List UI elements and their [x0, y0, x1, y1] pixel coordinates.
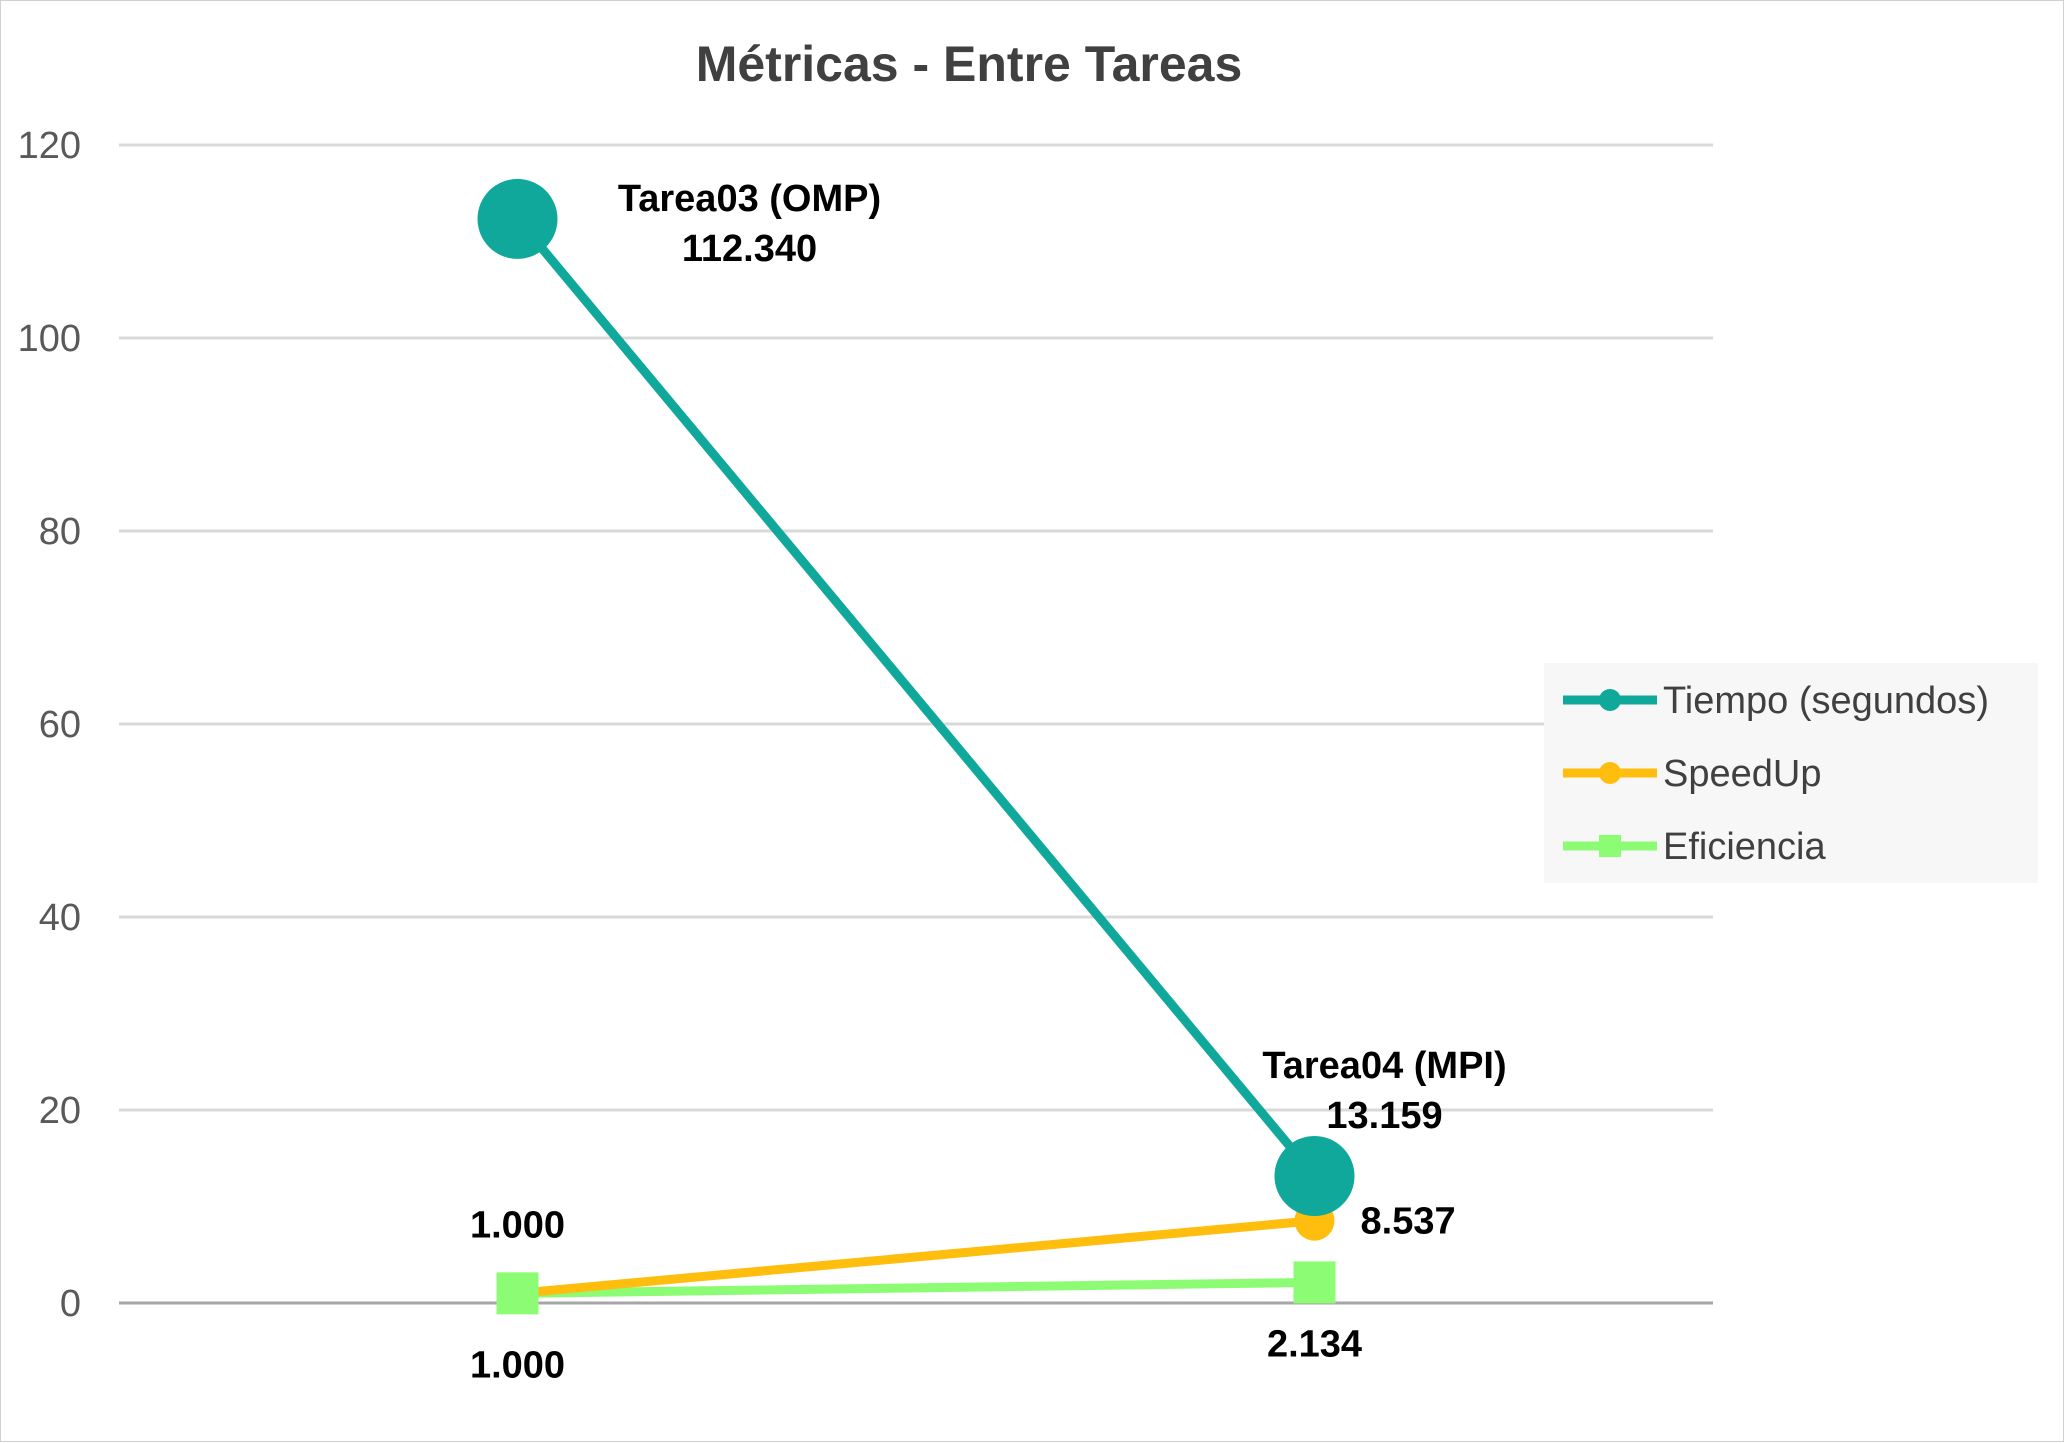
- legend-entry-label[interactable]: SpeedUp: [1663, 753, 1821, 795]
- legend-marker: [1599, 689, 1621, 711]
- data-point[interactable]: [1293, 1261, 1336, 1304]
- legend-entry-label[interactable]: Eficiencia: [1663, 826, 1826, 868]
- data-point[interactable]: [477, 178, 558, 259]
- data-label: 1.000: [470, 1344, 565, 1386]
- legend-marker: [1599, 762, 1621, 784]
- legend[interactable]: Tiempo (segundos) SpeedUp Eficiencia: [1544, 663, 2038, 883]
- legend-marker: [1599, 835, 1621, 857]
- chart-title: Métricas - Entre Tareas: [696, 36, 1243, 92]
- category-label: Tarea04 (MPI): [1262, 1045, 1506, 1087]
- data-label: 2.134: [1267, 1323, 1362, 1365]
- data-label: 112.340: [682, 228, 817, 270]
- y-tick-label: 80: [39, 511, 81, 553]
- series-line-0: [514, 216, 1318, 1179]
- data-label: 13.159: [1326, 1095, 1442, 1137]
- data-point[interactable]: [496, 1272, 539, 1315]
- data-label: 8.537: [1361, 1201, 1456, 1243]
- y-tick-label: 60: [39, 704, 81, 746]
- data-label: 1.000: [470, 1204, 565, 1246]
- data-point[interactable]: [1274, 1136, 1355, 1217]
- series-line-2: [517, 1277, 1315, 1298]
- series-layer: [477, 178, 1355, 1315]
- legend-entry-label[interactable]: Tiempo (segundos): [1663, 680, 1989, 722]
- y-tick-label: 40: [39, 897, 81, 939]
- y-tick-label: 120: [18, 125, 81, 167]
- y-tick-label: 100: [18, 318, 81, 360]
- y-tick-label: 0: [60, 1283, 81, 1325]
- category-label: Tarea03 (OMP): [618, 178, 881, 220]
- y-axis: 0 20 40 60 80 100 120: [18, 125, 81, 1325]
- y-tick-label: 20: [39, 1090, 81, 1132]
- data-labels: Tarea03 (OMP) 112.340 Tarea04 (MPI) 13.159 1…: [470, 178, 1507, 1386]
- gridlines: [119, 143, 1713, 1305]
- series-line-1: [517, 1216, 1315, 1298]
